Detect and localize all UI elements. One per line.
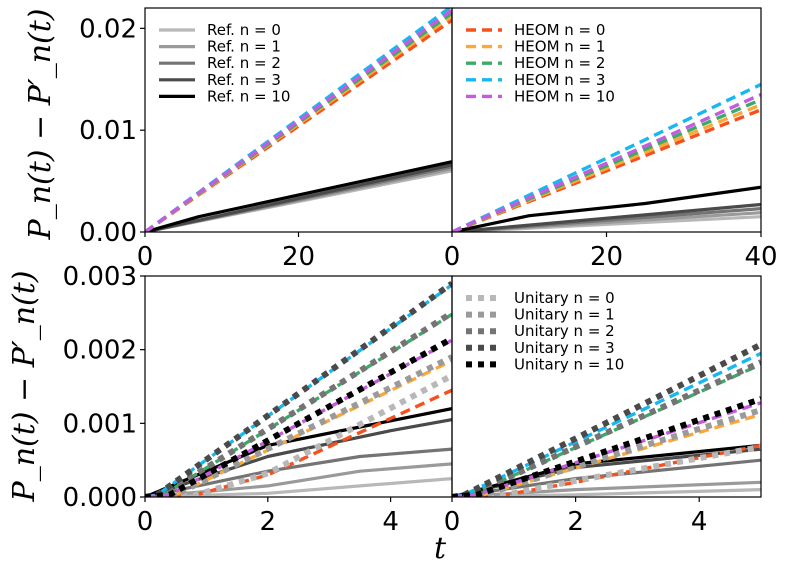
y-tick-label: 0.02 xyxy=(79,14,137,44)
series-ref-n-10 xyxy=(145,407,452,497)
series-unitary-n-2 xyxy=(452,359,761,497)
series-group xyxy=(452,341,761,497)
axes-frame xyxy=(144,275,453,498)
series-group xyxy=(145,280,452,497)
series-ref-n-10 xyxy=(145,160,452,232)
x-tick-label: 2 xyxy=(260,507,277,537)
legend-label-heom-n-2: HEOM n = 2 xyxy=(514,54,605,72)
y-tick-label: 0.002 xyxy=(63,336,137,366)
x-tick-label: 4 xyxy=(691,507,708,537)
legend-label-ref-n-1: Ref. n = 1 xyxy=(207,38,281,56)
legend-label-heom-n-0: HEOM n = 0 xyxy=(514,21,605,39)
series-unitary-n-2 xyxy=(145,310,452,497)
series-group xyxy=(452,82,761,232)
legend-label-unitary-n-0: Unitary n = 0 xyxy=(514,289,615,307)
x-tick-label: 2 xyxy=(567,507,584,537)
y-tick-label: 0.000 xyxy=(63,483,137,513)
series-ref-n-0 xyxy=(145,477,452,497)
y-axis-label-bottom: P_n(t) − P′_n(t) xyxy=(7,271,42,503)
x-tick-label: 4 xyxy=(382,507,399,537)
x-axis-label: t xyxy=(434,531,447,566)
series-heom-n-0 xyxy=(145,18,452,232)
series-heom-n-10 xyxy=(452,92,761,232)
series-unitary-n-10 xyxy=(145,335,452,497)
x-tick-label: 20 xyxy=(282,242,315,272)
y-tick-label: 0.003 xyxy=(63,262,137,292)
x-tick-label: 40 xyxy=(744,242,777,272)
legend-label-heom-n-1: HEOM n = 1 xyxy=(514,38,605,56)
legend-label-ref-n-2: Ref. n = 2 xyxy=(207,54,281,72)
legend-label-heom-n-3: HEOM n = 3 xyxy=(514,71,605,89)
series-ref-n-10 xyxy=(452,185,761,232)
panel-bottom-left: 0 2 4 0.000 0.001 0.002 0.003 xyxy=(63,262,453,537)
series-ref-n-2 xyxy=(145,447,452,497)
legend-label-ref-n-3: Ref. n = 3 xyxy=(207,71,281,89)
legend-label-unitary-n-1: Unitary n = 1 xyxy=(514,306,615,324)
legend-label-heom-n-10: HEOM n = 10 xyxy=(514,87,615,105)
legend-label-ref-n-0: Ref. n = 0 xyxy=(207,21,281,39)
series-heom-n-1 xyxy=(145,14,452,232)
y-tick-label: 0.00 xyxy=(79,218,137,248)
x-tick-label: 0 xyxy=(137,507,154,537)
x-tick-label: 0 xyxy=(444,242,461,272)
series-group xyxy=(145,8,452,232)
series-ref-n-3 xyxy=(452,202,761,232)
series-ref-n-3 xyxy=(145,163,452,232)
legend-label-ref-n-10: Ref. n = 10 xyxy=(207,87,290,105)
axes-frame xyxy=(451,7,762,233)
x-tick-label: 0 xyxy=(444,507,461,537)
axes-frame xyxy=(451,275,762,498)
x-tick-label: 0 xyxy=(137,242,154,272)
y-tick-label: 0.001 xyxy=(63,409,137,439)
x-tick-label: 20 xyxy=(590,242,623,272)
legend-label-unitary-n-2: Unitary n = 2 xyxy=(514,322,615,340)
series-unitary-n-10 xyxy=(452,396,761,497)
legend-label-unitary-n-10: Unitary n = 10 xyxy=(514,355,624,373)
legend-label-unitary-n-3: Unitary n = 3 xyxy=(514,339,615,357)
y-tick-label: 0.01 xyxy=(79,116,137,146)
y-axis-label-top: P_n(t) − P′_n(t) xyxy=(23,9,58,241)
